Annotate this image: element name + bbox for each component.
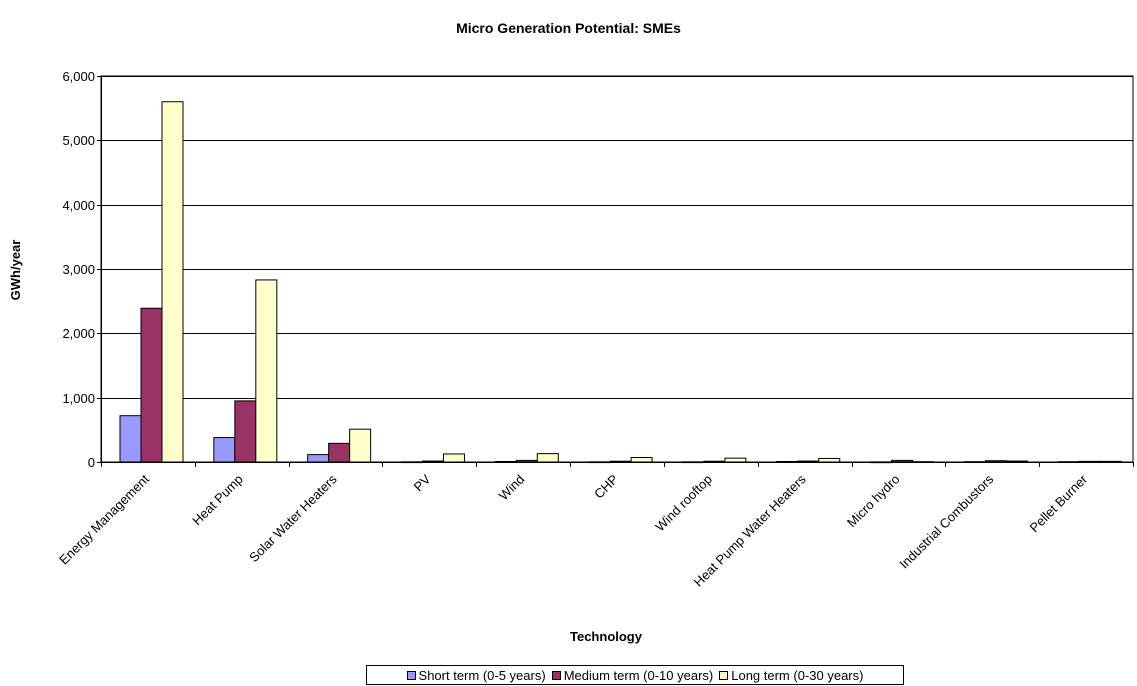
bar-long-term-pv	[442, 453, 465, 463]
bar-medium-term-wind	[515, 459, 538, 463]
y-tick-label: 2,000	[62, 326, 95, 341]
bar-long-term-wind	[536, 453, 559, 463]
legend-label: Long term (0-30 years)	[731, 667, 864, 683]
x-tick-label: Wind rooftop	[652, 472, 715, 535]
bar-medium-term-wind-rooftop	[703, 460, 726, 463]
bar-short-term-heat-pump	[213, 437, 236, 463]
bar-long-term-wind-rooftop	[724, 457, 747, 463]
bar-short-term-solar-water-heaters	[307, 454, 330, 463]
y-tick-label: 0	[88, 455, 95, 470]
bar-medium-term-heat-pump	[234, 400, 257, 463]
x-tick-label: Wind	[496, 472, 528, 504]
x-tick-label: Energy Management	[56, 471, 152, 567]
bar-medium-term-energy-management	[140, 307, 163, 463]
bar-medium-term-solar-water-heaters	[328, 442, 351, 463]
bar-medium-term-heat-pump-water-heaters	[797, 460, 820, 463]
legend-item: Medium term (0-10 years)	[551, 667, 714, 683]
bar-long-term-industrial-combustors	[1005, 460, 1028, 463]
axes	[97, 76, 1134, 467]
x-tick-label: CHP	[591, 472, 621, 502]
x-tick-label: Solar Water Heaters	[246, 471, 340, 565]
x-tick-label: Pellet Burner	[1026, 471, 1090, 535]
legend-item: Short term (0-5 years)	[406, 667, 546, 683]
legend-label: Short term (0-5 years)	[418, 667, 546, 683]
x-tick-label: Heat Pump Water Heaters	[691, 471, 809, 589]
x-tick-label: Micro hydro	[844, 472, 903, 531]
tick-labels: 0 1,000 2,000 3,000 4,000 5,000 6,000 Energy Ma…	[56, 69, 1091, 590]
x-tick-label: Heat Pump	[189, 472, 246, 529]
legend: Short term (0-5 years) Medium term (0-10 …	[366, 665, 904, 685]
y-tick-label: 1,000	[62, 391, 95, 406]
bar-long-term-solar-water-heaters	[349, 428, 372, 463]
bar-medium-term-micro-hydro	[891, 459, 914, 463]
chart-title: Micro Generation Potential: SMEs	[456, 20, 681, 36]
bar-medium-term-industrial-combustors	[984, 460, 1007, 463]
legend-swatch	[551, 670, 561, 680]
bar-long-term-chp	[630, 456, 653, 463]
x-tick-label: Industrial Combustors	[896, 471, 996, 571]
y-tick-label: 3,000	[62, 262, 95, 277]
bar-long-term-heat-pump-water-heaters	[818, 457, 841, 463]
bar-medium-term-pv	[421, 460, 444, 463]
y-axis-title: GWh/year	[8, 240, 23, 301]
x-tick-label: PV	[411, 471, 434, 494]
bar-medium-term-chp	[609, 460, 632, 463]
y-tick-label: 5,000	[62, 133, 95, 148]
bar-long-term-heat-pump	[255, 279, 278, 463]
bar-long-term-energy-management	[161, 101, 184, 463]
legend-swatch	[406, 670, 416, 680]
y-tick-label: 4,000	[62, 198, 95, 213]
bar-short-term-energy-management	[119, 415, 142, 463]
bars	[119, 101, 1122, 464]
legend-item: Long term (0-30 years)	[719, 668, 863, 683]
legend-swatch	[719, 670, 729, 680]
legend-label: Medium term (0-10 years)	[563, 667, 714, 683]
x-axis-title: Technology	[570, 629, 643, 644]
y-tick-label: 6,000	[62, 69, 95, 84]
